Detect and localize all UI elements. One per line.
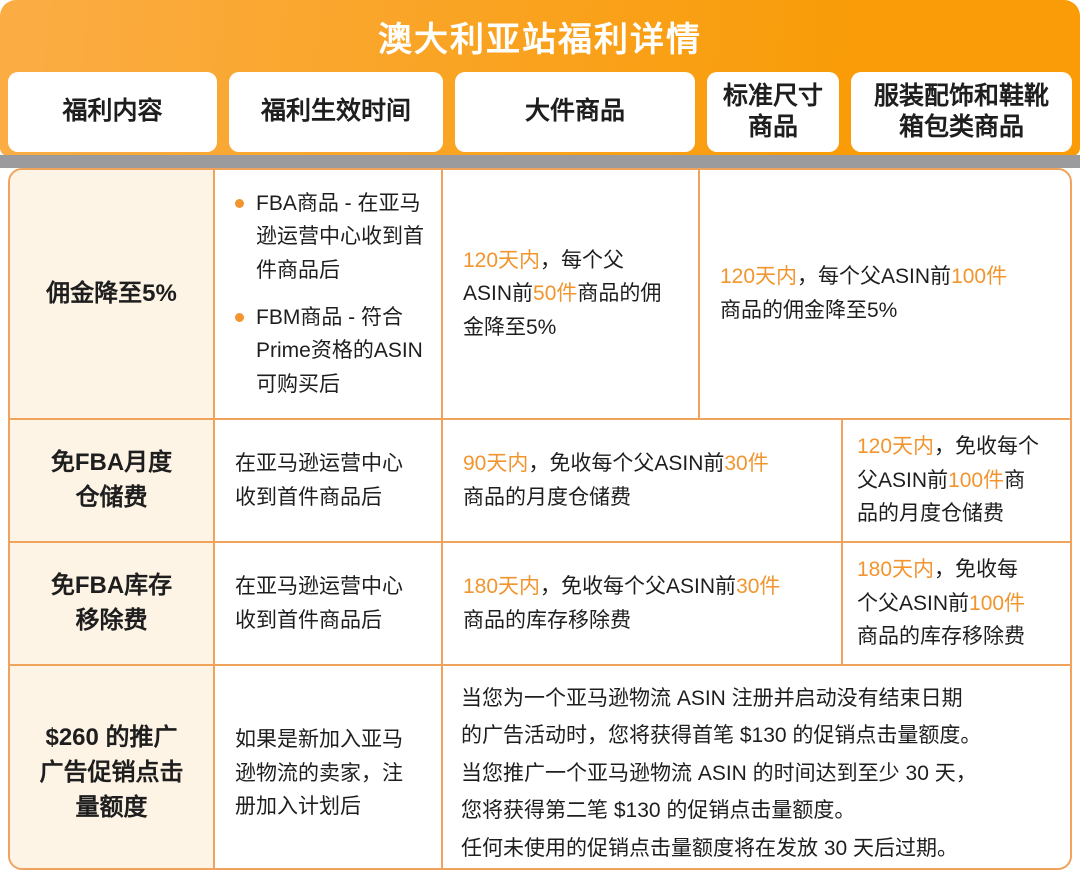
column-header-large-items: 大件商品 xyxy=(455,72,695,152)
bullet-icon xyxy=(235,198,244,208)
header-shadow-bar xyxy=(0,155,1080,168)
row1-large-items-cell: 120天内，每个父 ASIN前50件商品的佣 金降至5% xyxy=(443,170,700,420)
row2-large-and-standard-cell: 90天内，免收每个父ASIN前30件 商品的月度仓储费 xyxy=(443,420,843,543)
column-header-effective-time: 福利生效时间 xyxy=(229,72,443,152)
row1-benefit-cell: 佣金降至5% xyxy=(10,170,215,420)
highlighted-text: 180天内 xyxy=(857,558,935,582)
bullet-item-fba: FBA商品 - 在亚马 逊运营中心收到首 件商品后 xyxy=(235,187,431,288)
bullet-text: FBM商品 - 符合 Prime资格的ASIN 可购买后 xyxy=(256,305,423,396)
highlighted-text: 30件 xyxy=(736,574,781,598)
column-header-standard-size: 标准尺寸 商品 xyxy=(707,72,839,152)
bullet-item-fbm: FBM商品 - 符合 Prime资格的ASIN 可购买后 xyxy=(235,301,431,402)
body-text: 商 品的月度仓储费 xyxy=(857,468,1026,526)
row1-standard-and-apparel-cell: 120天内，每个父ASIN前100件 商品的佣金降至5% xyxy=(700,170,1070,420)
body-text: 商品的佣 金降至5% xyxy=(463,282,662,339)
highlighted-text: 100件 xyxy=(948,468,1005,492)
body-text: 商品的库存移除费 xyxy=(857,625,1025,649)
column-header-apparel: 服装配饰和鞋靴 箱包类商品 xyxy=(851,72,1072,152)
row3-benefit-cell: 免FBA库存 移除费 xyxy=(10,543,215,666)
highlighted-text: 120天内 xyxy=(720,265,798,289)
body-text: 商品的月度仓储费 xyxy=(463,485,631,509)
body-text: ，免收每个父ASIN前 xyxy=(528,451,725,475)
row3-effective-time-cell: 在亚马逊运营中心 收到首件商品后 xyxy=(215,543,443,666)
highlighted-text: 50件 xyxy=(533,282,578,306)
highlighted-text: 120天内 xyxy=(463,248,541,272)
header-banner: 澳大利亚站福利详情 福利内容 福利生效时间 大件商品 标准尺寸 商品 服装配饰和… xyxy=(0,0,1080,156)
body-text: 商品的库存移除费 xyxy=(463,608,631,632)
highlighted-text: 180天内 xyxy=(463,574,541,598)
body-text: ，免收每个 父ASIN前 xyxy=(857,435,1040,492)
row2-apparel-cell: 120天内，免收每个 父ASIN前100件商 品的月度仓储费 xyxy=(843,420,1070,543)
body-text: 商品的佣金降至5% xyxy=(720,299,898,322)
body-text: ，免收每 个父ASIN前 xyxy=(857,558,1019,615)
row4-benefit-cell: $260 的推广 广告促销点击 量额度 xyxy=(10,666,215,868)
bullet-icon xyxy=(235,312,244,322)
column-header-benefit: 福利内容 xyxy=(8,72,217,152)
highlighted-text: 100件 xyxy=(969,591,1026,615)
highlighted-text: 120天内 xyxy=(857,435,935,459)
body-text: ，免收每个父ASIN前 xyxy=(540,574,737,598)
highlighted-text: 30件 xyxy=(724,451,769,475)
benefits-table: 佣金降至5% FBA商品 - 在亚马 逊运营中心收到首 件商品后 FBM商品 -… xyxy=(8,168,1072,870)
bullet-text: FBA商品 - 在亚马 逊运营中心收到首 件商品后 xyxy=(256,191,424,282)
row3-large-and-standard-cell: 180天内，免收每个父ASIN前30件 商品的库存移除费 xyxy=(443,543,843,666)
body-text: ，每个父 ASIN前 xyxy=(463,248,625,306)
body-text: ，每个父ASIN前 xyxy=(797,265,952,289)
page-title: 澳大利亚站福利详情 xyxy=(378,21,702,59)
highlighted-text: 90天内 xyxy=(463,451,529,475)
row3-apparel-cell: 180天内，免收每 个父ASIN前100件 商品的库存移除费 xyxy=(843,543,1070,666)
row2-effective-time-cell: 在亚马逊运营中心 收到首件商品后 xyxy=(215,420,443,543)
highlighted-text: 100件 xyxy=(951,265,1008,289)
row4-all-products-cell: 当您为一个亚马逊物流 ASIN 注册并启动没有结束日期 的广告活动时，您将获得首… xyxy=(461,687,982,860)
row4-effective-time-cell: 如果是新加入亚马 逊物流的卖家，注 册加入计划后 xyxy=(215,666,443,868)
row2-benefit-cell: 免FBA月度 仓储费 xyxy=(10,420,215,543)
row1-effective-time-cell: FBA商品 - 在亚马 逊运营中心收到首 件商品后 FBM商品 - 符合 Pri… xyxy=(215,170,443,420)
